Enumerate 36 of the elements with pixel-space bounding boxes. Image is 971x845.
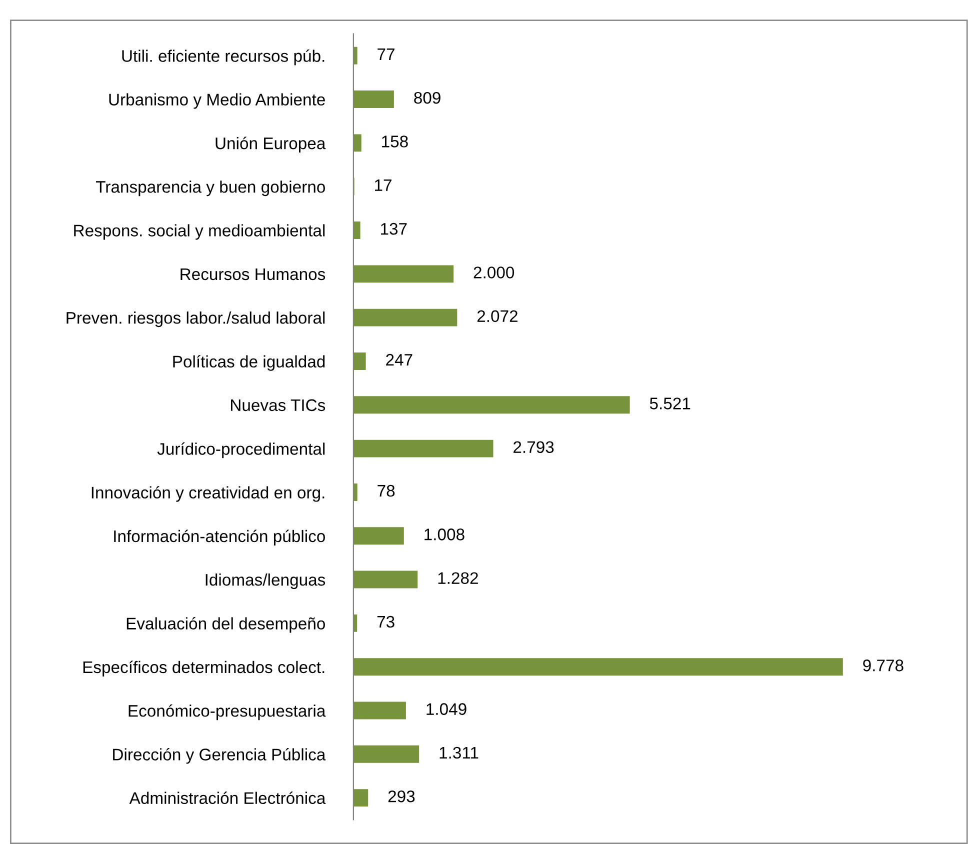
data-label: 137: [381, 222, 407, 235]
data-label: 158: [382, 136, 408, 148]
y-tick-label: Económico-presupuestaria: [128, 704, 326, 720]
y-tick-label: Idiomas/lenguas: [206, 573, 326, 590]
data-label: 1.311: [440, 746, 478, 759]
data-label: 1.282: [438, 572, 478, 584]
y-tick-label: Innovación y creatividad en org.: [92, 486, 324, 502]
data-label: 73: [377, 616, 394, 628]
y-tick-label: Específicos determinados colect.: [83, 660, 324, 676]
y-tick-label: Información-atención público: [114, 530, 325, 546]
y-tick-label: Dirección y Gerencia Pública: [113, 748, 326, 764]
y-tick-label: Recursos Humanos: [180, 268, 326, 280]
y-tick-label: Transparencia y buen gobierno: [96, 180, 325, 196]
data-label: 2.072: [477, 310, 518, 322]
data-label: 1.049: [426, 703, 466, 715]
y-tick-label: Utili. eficiente recursos púb.: [122, 49, 324, 66]
data-label: 2.000: [474, 266, 514, 278]
data-label: 1.008: [424, 528, 464, 540]
data-label: 809: [414, 92, 440, 104]
data-label: 247: [386, 354, 412, 366]
y-tick-label: Unión Europea: [216, 136, 326, 153]
data-label: 77: [378, 48, 394, 60]
y-tick-label: Jurídico-procedimental: [157, 442, 325, 458]
y-tick-label: Evaluación del desempeño: [126, 617, 325, 633]
data-label: 78: [378, 484, 395, 497]
y-tick-label: Políticas de igualdad: [173, 355, 325, 371]
y-tick-label: Urbanismo y Medio Ambiente: [109, 93, 325, 109]
data-label: 17: [375, 179, 392, 191]
data-label: 5.521: [650, 398, 690, 410]
data-label: 2.793: [514, 441, 554, 454]
y-tick-label: Respons. social y medioambiental: [74, 224, 325, 240]
data-label: 9.778: [863, 660, 904, 672]
y-tick-label: Preven. riesgos labor./salud laboral: [66, 312, 325, 328]
y-tick-label: Administración Electrónica: [129, 792, 326, 804]
y-tick-label: Nuevas TICs: [231, 399, 326, 412]
data-label: 293: [388, 790, 415, 802]
